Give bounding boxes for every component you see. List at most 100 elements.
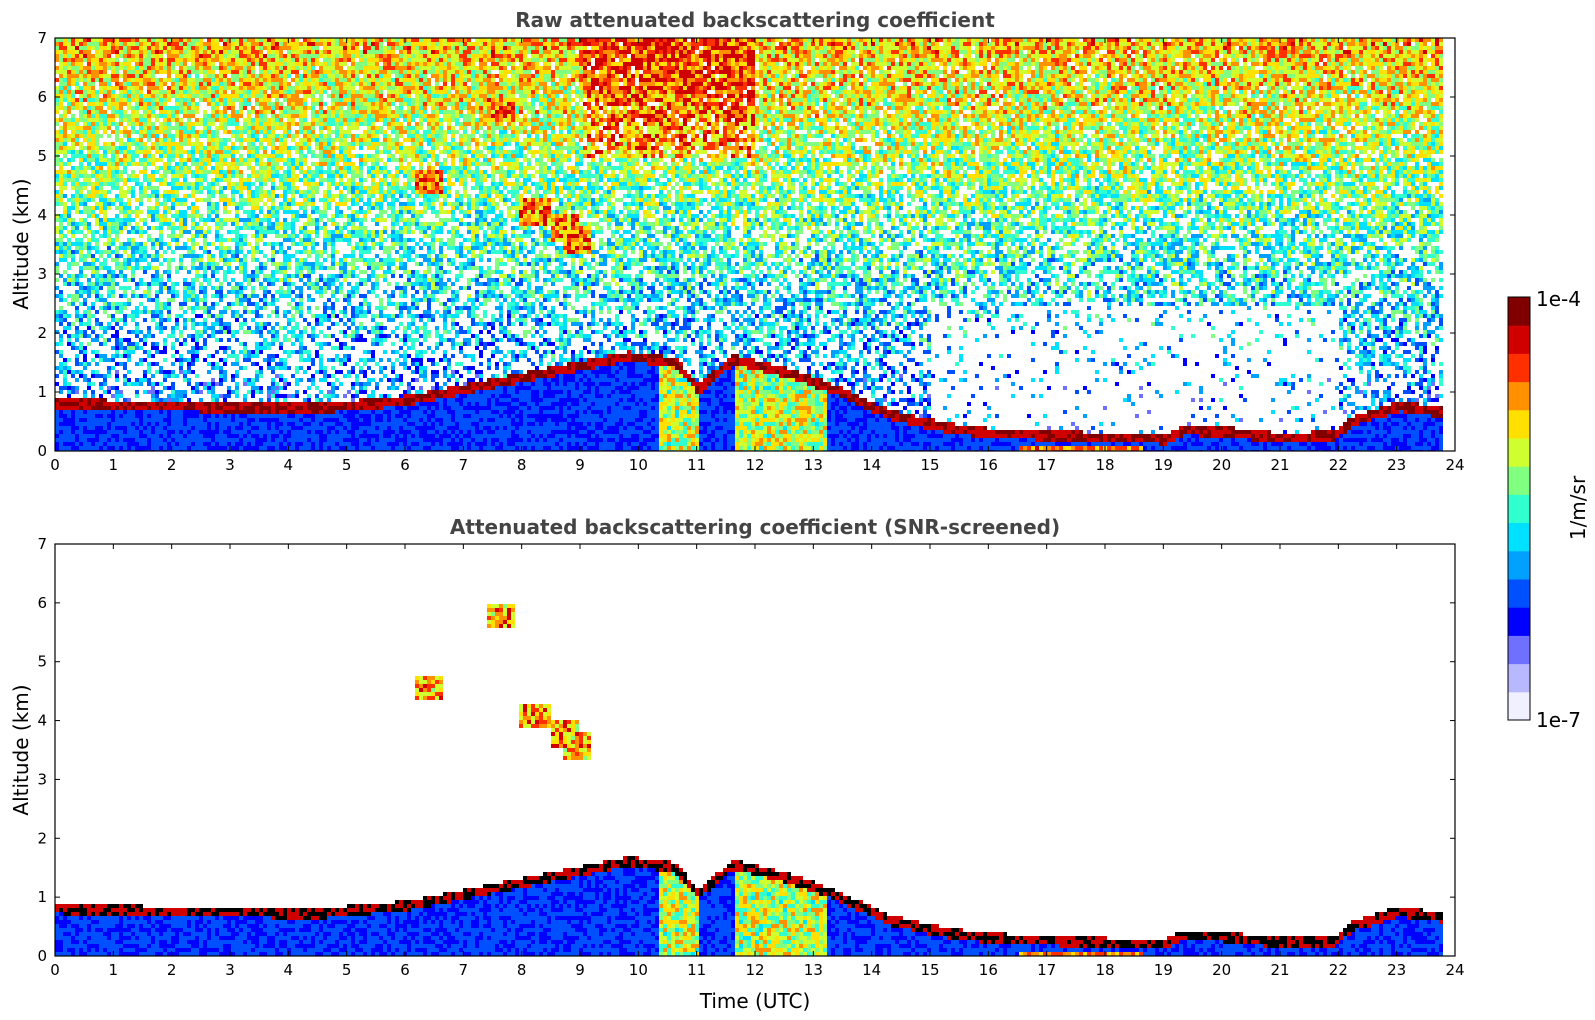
heatmap-cell — [95, 310, 99, 314]
heatmap-cell — [283, 98, 287, 102]
heatmap-cell — [135, 446, 139, 450]
heatmap-cell — [159, 234, 163, 238]
heatmap-cell — [275, 214, 279, 218]
heatmap-cell — [183, 266, 187, 270]
heatmap-cell — [83, 366, 87, 370]
heatmap-cell — [219, 218, 223, 222]
heatmap-cell — [215, 406, 219, 410]
heatmap-cell — [263, 306, 267, 310]
heatmap-cell — [139, 338, 143, 342]
heatmap-cell — [151, 386, 155, 390]
heatmap-cell — [271, 250, 275, 254]
heatmap-cell — [147, 74, 151, 78]
heatmap-cell — [159, 126, 163, 130]
heatmap-cell — [167, 134, 171, 138]
heatmap-cell — [211, 106, 215, 110]
heatmap-cell — [135, 46, 139, 50]
heatmap-cell — [223, 426, 227, 430]
heatmap-cell — [99, 446, 103, 450]
heatmap-cell — [231, 122, 235, 126]
heatmap-cell — [147, 122, 151, 126]
heatmap-cell — [299, 430, 303, 434]
heatmap-cell — [223, 222, 227, 226]
heatmap-cell — [167, 374, 171, 378]
heatmap-cell — [299, 86, 303, 90]
heatmap-cell — [155, 66, 159, 70]
heatmap-cell — [195, 46, 199, 50]
heatmap-cell — [95, 46, 99, 50]
heatmap-cell — [83, 398, 87, 402]
heatmap-cell — [139, 122, 143, 126]
heatmap-cell — [259, 398, 263, 402]
heatmap-cell — [163, 218, 167, 222]
heatmap-cell — [215, 278, 219, 282]
heatmap-cell — [87, 422, 91, 426]
heatmap-cell — [239, 290, 243, 294]
heatmap-cell — [295, 326, 299, 330]
heatmap-cell — [275, 94, 279, 98]
heatmap-cell — [155, 306, 159, 310]
heatmap-cell — [103, 414, 107, 418]
heatmap-cell — [195, 426, 199, 430]
heatmap-cell — [71, 134, 75, 138]
heatmap-cell — [227, 178, 231, 182]
heatmap-cell — [279, 58, 283, 62]
heatmap-cell — [159, 86, 163, 90]
heatmap-cell — [199, 134, 203, 138]
heatmap-cell — [99, 218, 103, 222]
heatmap-cell — [267, 258, 271, 262]
heatmap-cell — [291, 58, 295, 62]
heatmap-cell — [135, 174, 139, 178]
heatmap-cell — [227, 98, 231, 102]
heatmap-cell — [275, 230, 279, 234]
heatmap-cell — [87, 182, 91, 186]
heatmap-cell — [147, 286, 151, 290]
heatmap-cell — [155, 98, 159, 102]
heatmap-cell — [99, 250, 103, 254]
heatmap-cell — [115, 430, 119, 434]
heatmap-cell — [231, 198, 235, 202]
heatmap-cell — [227, 46, 231, 50]
heatmap-cell — [283, 258, 287, 262]
heatmap-cell — [119, 102, 123, 106]
heatmap-cell — [267, 226, 271, 230]
heatmap-cell — [303, 410, 307, 414]
heatmap-cell — [303, 170, 307, 174]
heatmap-cell — [307, 294, 311, 298]
heatmap-cell — [107, 98, 111, 102]
heatmap-cell — [211, 302, 215, 306]
heatmap-cell — [171, 194, 175, 198]
heatmap-cell — [275, 118, 279, 122]
heatmap-cell — [79, 342, 83, 346]
heatmap-cell — [243, 238, 247, 242]
heatmap-cell — [95, 154, 99, 158]
heatmap-cell — [211, 390, 215, 394]
heatmap-cell — [115, 334, 119, 338]
heatmap-cell — [83, 46, 87, 50]
heatmap-cell — [91, 166, 95, 170]
heatmap-cell — [111, 102, 115, 106]
heatmap-cell — [183, 298, 187, 302]
heatmap-cell — [87, 42, 91, 46]
heatmap-cell — [87, 402, 91, 406]
heatmap-cell — [187, 90, 191, 94]
heatmap-cell — [119, 442, 123, 446]
heatmap-cell — [267, 86, 271, 90]
heatmap-cell — [123, 62, 127, 66]
heatmap-cell — [243, 178, 247, 182]
heatmap-cell — [163, 102, 167, 106]
heatmap-cell — [247, 158, 251, 162]
heatmap-cell — [243, 74, 247, 78]
heatmap-cell — [71, 102, 75, 106]
heatmap-cell — [107, 150, 111, 154]
heatmap-cell — [91, 326, 95, 330]
heatmap-cell — [183, 174, 187, 178]
heatmap-cell — [115, 194, 119, 198]
heatmap-cell — [191, 418, 195, 422]
heatmap-cell — [95, 134, 99, 138]
heatmap-cell — [63, 278, 67, 282]
heatmap-cell — [175, 154, 179, 158]
heatmap-cell — [291, 166, 295, 170]
heatmap-cell — [59, 418, 63, 422]
heatmap-cell — [227, 174, 231, 178]
